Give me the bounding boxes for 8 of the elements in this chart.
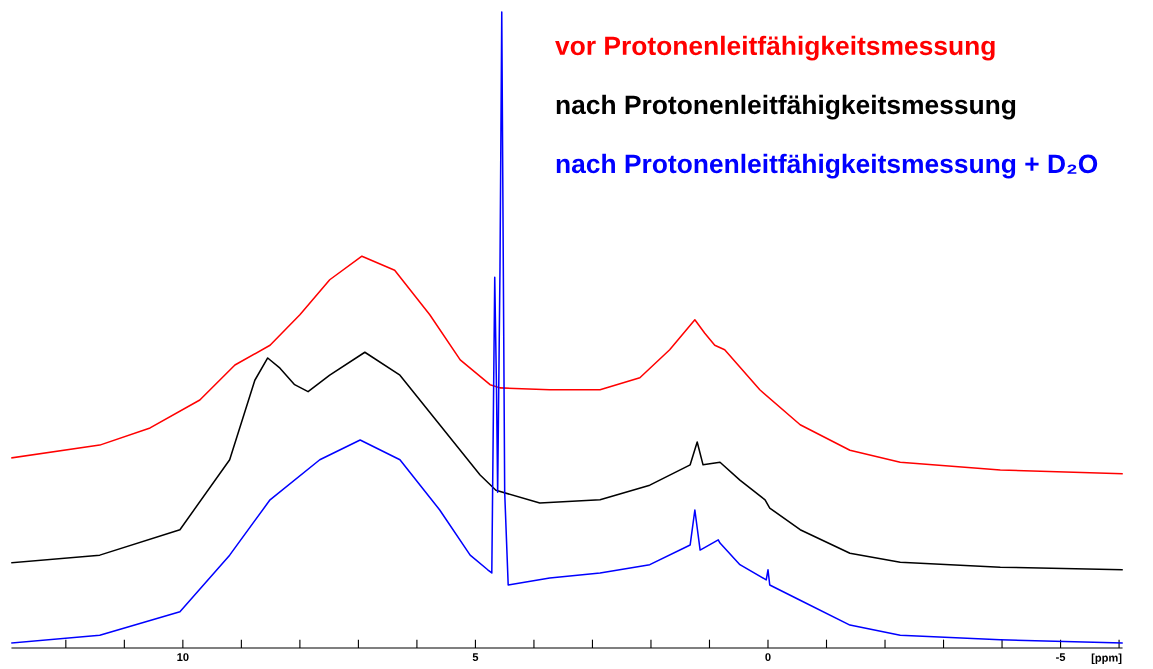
- x-tick-label: 10: [177, 653, 189, 662]
- x-tick-label: 0: [765, 653, 771, 662]
- x-tick-label: -5: [1056, 653, 1066, 662]
- text: nach Protonenleitfähigkeitsmessung: [556, 94, 1016, 120]
- text: vor Protonenleitfähigkeitsmessung: [555, 35, 995, 61]
- x-axis-title: [ppm]: [1091, 653, 1122, 664]
- text: nach Protonenleitfähigkeitsmessung + D₂O: [556, 153, 1098, 179]
- x-tick-label: 5: [472, 653, 479, 662]
